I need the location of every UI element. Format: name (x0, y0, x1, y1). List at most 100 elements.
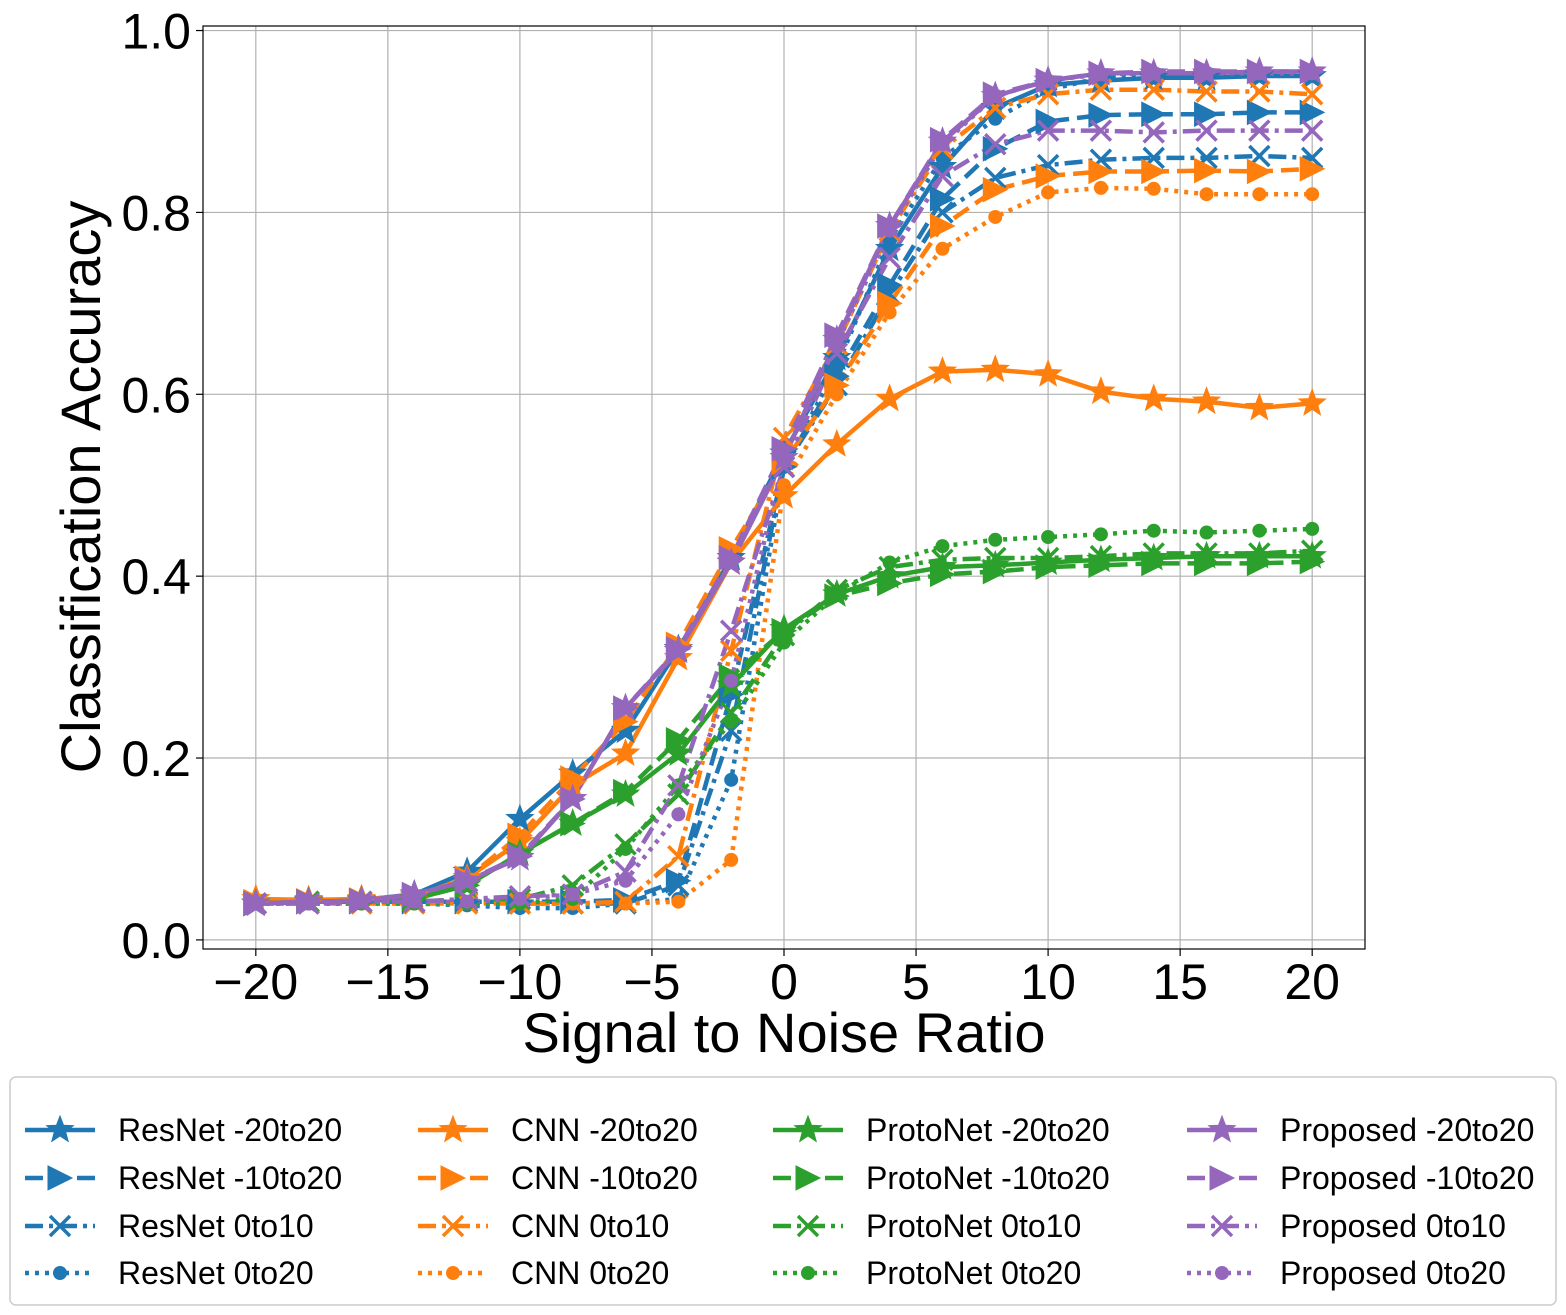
data-point-resnet-10to20 (1141, 101, 1167, 128)
legend-label: ResNet -20to20 (118, 1112, 342, 1148)
data-point-protonet-0to10 (1142, 542, 1165, 565)
data-point-proposed-0to10 (614, 860, 637, 883)
legend-label: Proposed 0to20 (1280, 1255, 1506, 1291)
legend-label: Proposed 0to10 (1280, 1208, 1506, 1244)
data-point-proposed-10to20 (560, 786, 586, 812)
data-point-cnn-0to20 (1252, 187, 1267, 202)
data-point-protonet-10to20 (1035, 554, 1062, 580)
data-point-proposed-10to20 (665, 636, 692, 662)
x-tick-label: −5 (623, 954, 680, 1010)
data-point-protonet-0to20 (1093, 527, 1108, 542)
data-point-cnn-20to20 (1297, 387, 1327, 416)
data-point-protonet-0to20 (1252, 523, 1267, 538)
legend-item: ProtoNet 0to10 (773, 1208, 1081, 1244)
data-point-cnn-20to20 (822, 428, 852, 457)
data-point-protonet-0to20 (882, 555, 897, 570)
data-point-proposed-0to10 (1089, 119, 1113, 142)
data-point-protonet-0to10 (1195, 542, 1218, 565)
series-markers-proposed-0to20 (248, 66, 1320, 911)
legend-marker (796, 1214, 820, 1238)
data-point-protonet-10to20 (613, 778, 639, 805)
data-point-proposed-0to10 (931, 164, 954, 188)
data-point-cnn-0to20 (777, 478, 791, 493)
legend-item: Proposed -10to20 (1187, 1160, 1534, 1196)
data-point-protonet-0to20 (988, 532, 1003, 547)
data-point-cnn-10to20 (982, 176, 1009, 203)
data-point-protonet-10to20 (877, 570, 903, 597)
data-point-cnn-0to20 (829, 387, 844, 402)
data-point-protonet-10to20 (665, 727, 692, 753)
legend-marker (438, 1114, 468, 1143)
data-point-proposed-0to20 (829, 337, 844, 352)
legend-marker (45, 1114, 75, 1143)
data-point-resnet-10to20 (1194, 101, 1220, 128)
data-point-proposed-0to20 (301, 896, 316, 911)
x-tick-label: 10 (1020, 954, 1076, 1010)
legend-item: CNN -20to20 (418, 1112, 698, 1148)
data-point-protonet-0to10 (1248, 542, 1271, 565)
data-point-cnn-0to20 (724, 852, 739, 867)
series-line-proposed-0to10 (255, 128, 1313, 906)
data-point-protonet-0to20 (1305, 521, 1320, 536)
data-point-cnn-20to20 (1139, 383, 1169, 412)
data-point-cnn-0to20 (1093, 180, 1108, 195)
legend-label: CNN 0to10 (511, 1208, 669, 1244)
data-point-proposed-10to20 (613, 695, 639, 721)
legend-item: ResNet -20to20 (25, 1112, 342, 1148)
x-tick-label: 0 (770, 954, 798, 1010)
data-point-proposed-0to20 (671, 807, 686, 822)
legend-marker (1210, 1214, 1234, 1238)
data-point-cnn-0to20 (1199, 187, 1214, 202)
data-point-protonet-10to20 (560, 810, 586, 837)
legend-marker (1207, 1114, 1237, 1143)
data-point-cnn-0to20 (1305, 187, 1320, 202)
data-point-proposed-0to20 (565, 887, 580, 902)
legend: ResNet -20to20 ResNet -10to20 ResNet 0to10… (9, 1076, 1557, 1306)
x-tick-label: 20 (1284, 954, 1340, 1010)
data-point-cnn-0to10 (719, 639, 743, 662)
data-point-cnn-0to20 (1041, 185, 1056, 200)
data-point-protonet-0to20 (829, 587, 844, 602)
data-point-proposed-0to20 (248, 896, 263, 911)
x-tick-label: 15 (1152, 954, 1208, 1010)
data-point-resnet-10to20 (1246, 99, 1273, 126)
data-point-cnn-10to20 (1035, 163, 1062, 189)
data-point-protonet-0to20 (935, 539, 950, 554)
data-point-resnet-10to20 (1088, 102, 1115, 128)
data-point-proposed-0to10 (772, 455, 796, 479)
data-point-resnet-0to20 (829, 360, 844, 375)
legend-marker (1215, 1266, 1229, 1280)
legend-item: CNN -10to20 (418, 1160, 698, 1196)
data-point-proposed-0to20 (882, 223, 897, 238)
series-line-cnn-0to20 (255, 185, 1313, 906)
data-point-protonet-0to20 (618, 841, 633, 856)
x-tick-label: −10 (477, 954, 562, 1010)
data-point-cnn-20to20 (980, 354, 1010, 383)
data-point-protonet-0to10 (561, 874, 584, 897)
series-line-cnn-0to10 (255, 87, 1313, 906)
legend-label: ProtoNet 0to20 (866, 1255, 1081, 1291)
legend-item: ProtoNet -10to20 (773, 1160, 1110, 1196)
data-point-proposed-0to20 (618, 873, 633, 888)
x-tick-label: 5 (902, 954, 930, 1010)
series-line-resnet-10to20 (255, 110, 1313, 906)
y-tick-label: 0.4 (121, 549, 191, 605)
legend-marker (441, 1214, 465, 1238)
legend-item: CNN 0to10 (418, 1208, 669, 1244)
data-point-cnn-0to20 (882, 305, 897, 320)
data-point-cnn-10to20 (1088, 158, 1115, 185)
legend-item: ResNet 0to20 (25, 1255, 314, 1291)
data-point-proposed-0to20 (724, 673, 739, 688)
data-point-protonet-0to10 (931, 548, 954, 572)
data-point-proposed-0to20 (460, 894, 475, 909)
data-point-protonet-0to20 (724, 714, 739, 729)
data-point-protonet-0to10 (1089, 544, 1113, 568)
data-point-proposed-0to20 (1305, 66, 1320, 81)
legend-label: CNN -10to20 (511, 1160, 698, 1196)
data-point-resnet-10to20 (1299, 99, 1326, 126)
series-markers (241, 56, 1327, 917)
data-point-protonet-0to10 (667, 783, 690, 806)
legend-item: Proposed 0to10 (1187, 1208, 1506, 1244)
data-point-resnet-0to10 (667, 874, 690, 897)
